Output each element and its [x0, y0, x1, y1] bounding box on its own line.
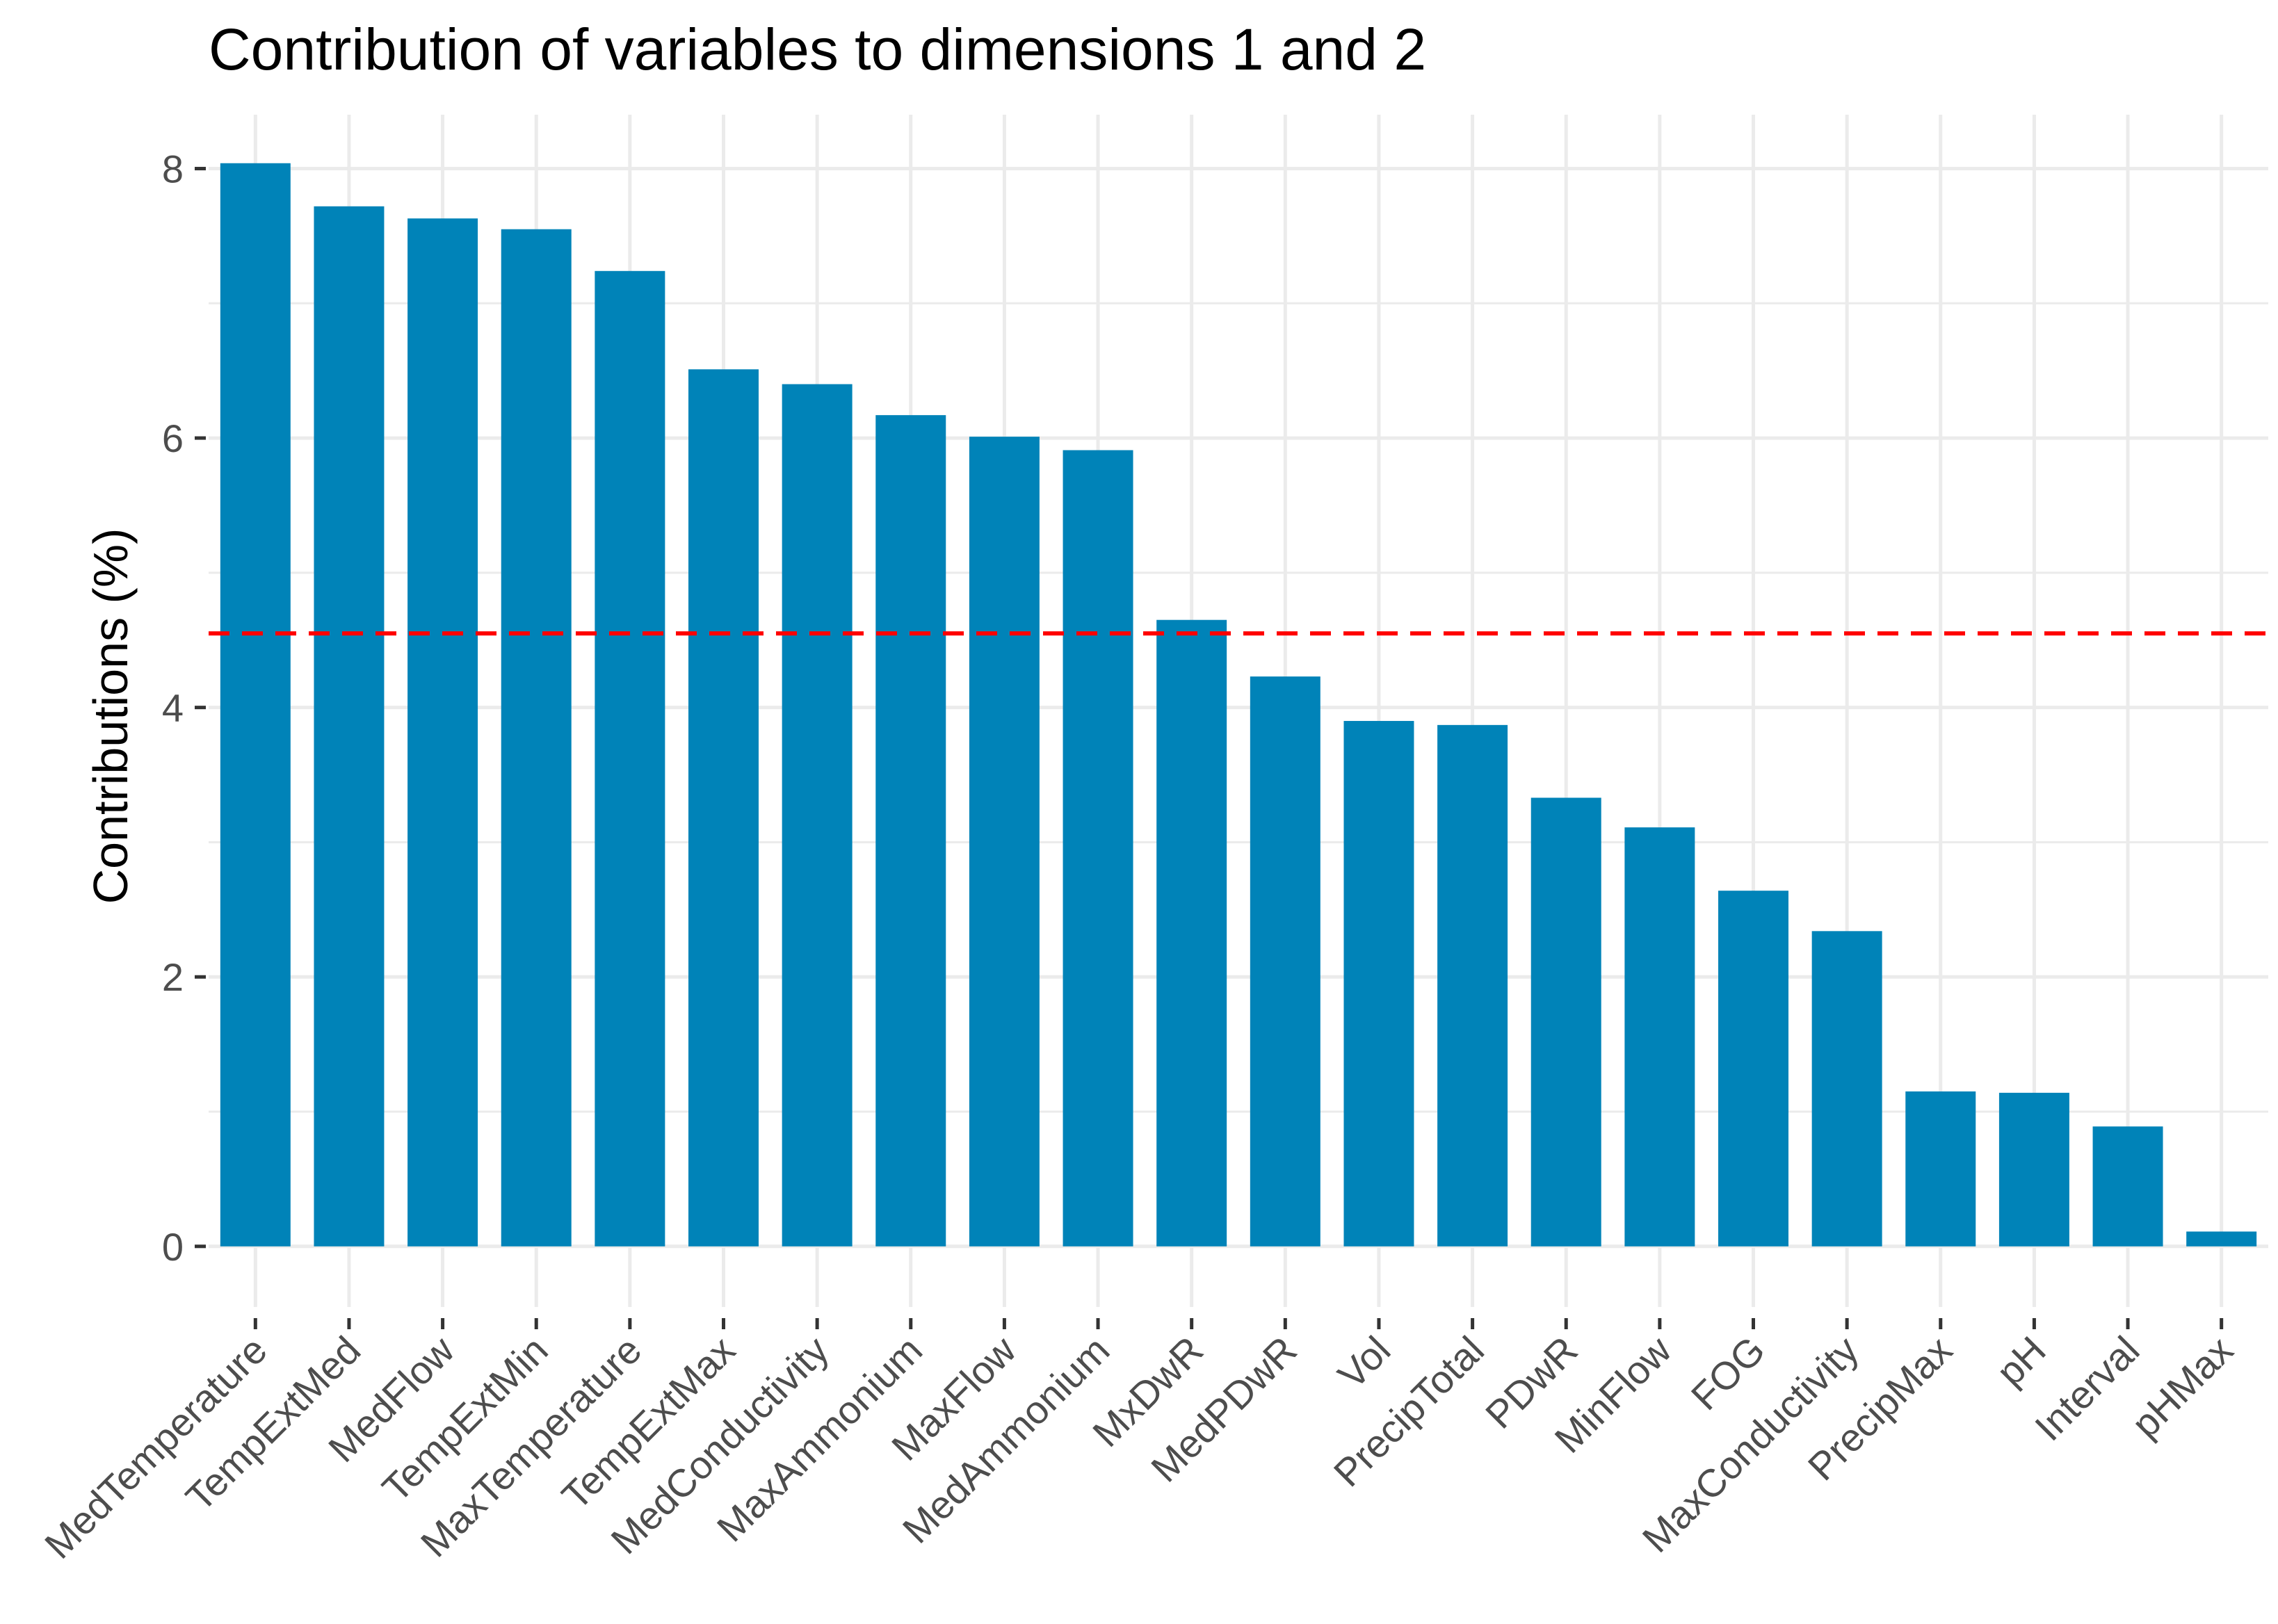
bar-MaxTemperature — [595, 270, 665, 1247]
bar-MedPDwR — [1250, 676, 1320, 1247]
x-tick-label: Interval — [2026, 1328, 2147, 1449]
x-tick-label: Vol — [1330, 1328, 1399, 1397]
bar-TempExtMed — [314, 206, 385, 1247]
bar-PrecipTotal — [1437, 724, 1508, 1247]
x-tick-label: pHMax — [2123, 1328, 2241, 1446]
bar-PrecipMax — [1905, 1091, 1976, 1247]
bar-MedFlow — [407, 218, 478, 1247]
bars — [220, 163, 2257, 1247]
bar-MaxConductivity — [1811, 931, 1882, 1247]
y-tick-label: 6 — [162, 416, 184, 460]
bar-MedConductivity — [782, 384, 853, 1247]
y-tick-label: 8 — [162, 147, 184, 191]
bar-MinFlow — [1624, 827, 1695, 1247]
bar-MaxAmmonium — [875, 415, 946, 1247]
bar-MxDwR — [1156, 619, 1227, 1247]
y-tick-label: 4 — [162, 686, 184, 730]
bar-Interval — [2092, 1126, 2163, 1247]
chart-title: Contribution of variables to dimensions … — [209, 17, 1426, 82]
bar-FOG — [1718, 891, 1788, 1247]
bar-MedAmmonium — [1063, 450, 1133, 1247]
bar-pHMax — [2186, 1231, 2257, 1247]
x-tick-label: pH — [1988, 1328, 2054, 1394]
y-axis-title: Contributions (%) — [83, 528, 138, 904]
bar-pH — [1998, 1092, 2069, 1247]
bar-TempExtMin — [501, 229, 572, 1247]
y-tick-label: 0 — [162, 1225, 184, 1269]
bar-PDwR — [1530, 797, 1601, 1247]
bar-MedTemperature — [220, 163, 291, 1247]
bar-TempExtMax — [688, 369, 759, 1247]
y-tick-label: 2 — [162, 955, 184, 999]
bar-Vol — [1343, 721, 1414, 1247]
bar-MaxFlow — [969, 437, 1040, 1247]
